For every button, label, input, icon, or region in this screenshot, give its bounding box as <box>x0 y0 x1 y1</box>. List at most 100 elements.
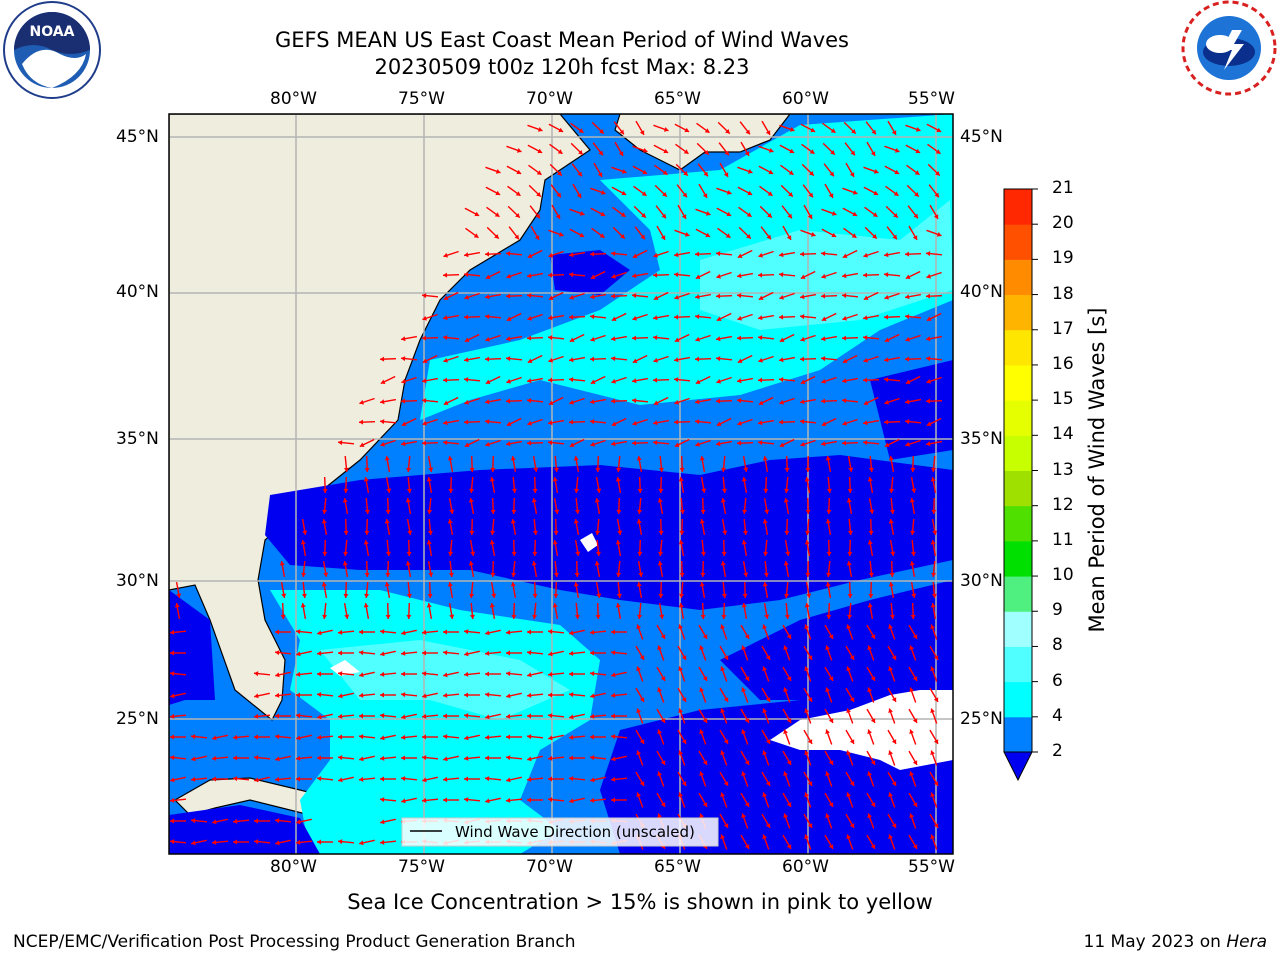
wind-arrow-head <box>870 844 876 849</box>
wind-arrow-head <box>527 440 532 446</box>
wind-arrow-head <box>679 593 685 598</box>
wind-arrow-head <box>870 802 876 807</box>
wind-arrow-head <box>702 802 708 807</box>
wind-arrow-head <box>737 440 742 446</box>
wind-arrow-head <box>746 212 752 217</box>
wind-arrow-head <box>317 714 322 720</box>
wind-arrow-head <box>660 676 666 681</box>
wind-arrow-head <box>870 760 876 765</box>
wind-arrow-head <box>611 756 616 762</box>
wind-arrow-head <box>464 357 469 363</box>
wind-arrow-head <box>401 671 405 677</box>
wind-arrow-head <box>170 671 175 677</box>
wind-arrow-head <box>679 467 685 472</box>
wind-arrow-head <box>805 572 811 577</box>
wind-arrow-head <box>590 294 595 300</box>
wind-arrow-head <box>548 713 553 719</box>
colorbar-segment <box>1004 540 1032 577</box>
wind-arrow-head <box>611 713 615 719</box>
wind-arrow-head <box>359 713 363 719</box>
wind-arrow-head <box>464 776 468 782</box>
wind-arrow-head <box>620 234 625 239</box>
wind-arrow-head <box>888 834 893 840</box>
wind-arrow-head <box>569 755 573 761</box>
wind-arrow-head <box>809 171 814 176</box>
lat-label-right: 45°N <box>960 127 1003 147</box>
wind-arrow-head <box>863 272 868 278</box>
wind-arrow-head <box>254 671 259 677</box>
wind-arrow-head <box>191 840 196 846</box>
wind-arrow-head <box>828 634 834 639</box>
wind-arrow-head <box>506 336 511 342</box>
wind-arrow-head <box>490 572 496 577</box>
wind-arrow-head <box>828 802 834 807</box>
wind-arrow-head <box>485 734 490 740</box>
wind-arrow-head <box>704 128 710 133</box>
wind-arrow-head <box>401 692 406 698</box>
wind-arrow-head <box>464 419 469 425</box>
wind-arrow-head <box>912 676 918 681</box>
wind-arrow-head <box>695 399 700 405</box>
wind-arrow-head <box>842 440 847 446</box>
wind-arrow-head <box>807 781 813 786</box>
zone-no-data-east <box>770 690 953 770</box>
wind-arrow-head <box>660 760 666 765</box>
wind-arrow-head <box>842 315 847 321</box>
wind-arrow-head <box>506 251 511 257</box>
wind-arrow-head <box>804 708 809 714</box>
wind-arrow-head <box>828 844 834 849</box>
wind-arrow-head <box>779 377 784 383</box>
wind-arrow-head <box>744 760 750 765</box>
wind-arrow-head <box>768 169 774 175</box>
lat-label-right: 30°N <box>960 571 1003 591</box>
wind-arrow-head <box>884 294 889 300</box>
wind-arrow-head <box>683 149 689 154</box>
wind-arrow-head <box>557 171 562 176</box>
wind-arrow-head <box>569 798 574 804</box>
wind-arrow-head <box>485 294 490 300</box>
wind-arrow-head <box>611 776 616 782</box>
wind-arrow-head <box>468 498 474 503</box>
wind-arrow-head <box>789 127 795 132</box>
wind-arrow-head <box>338 713 343 719</box>
wind-arrow-head <box>254 818 258 824</box>
wind-arrow-head <box>494 212 500 217</box>
wind-arrow-head <box>616 593 622 598</box>
wind-arrow-head <box>406 551 412 556</box>
wind-arrow-head <box>863 335 868 341</box>
wind-arrow-head <box>723 739 729 744</box>
wind-arrow-head <box>464 755 469 761</box>
wind-arrow-head <box>936 232 942 237</box>
wind-arrow-head <box>722 530 728 535</box>
colorbar-tick-label: 18 <box>1052 283 1074 304</box>
wind-arrow-head <box>380 692 384 698</box>
wind-arrow-head <box>422 797 427 803</box>
wind-arrow-head <box>914 170 920 175</box>
wind-arrow-head <box>678 603 684 608</box>
wind-arrow-head <box>870 634 876 639</box>
wind-arrow-head <box>553 467 559 472</box>
wind-arrow-head <box>661 213 666 219</box>
wind-arrow-head <box>699 813 704 819</box>
wind-arrow-head <box>599 129 604 134</box>
wind-arrow-head <box>401 755 405 761</box>
wind-arrow-head <box>536 192 541 197</box>
wind-arrow-head <box>406 467 412 472</box>
wind-arrow-head <box>170 734 174 740</box>
colorbar-segment <box>1004 329 1032 366</box>
wind-arrow-head <box>636 666 641 672</box>
wind-arrow-head <box>275 818 280 824</box>
wind-arrow-head <box>930 834 935 840</box>
wind-arrow-head <box>863 315 868 321</box>
wind-arrow-head <box>931 572 937 577</box>
wind-arrow-head <box>912 802 918 807</box>
wind-arrow-head <box>636 456 642 461</box>
wind-arrow-head <box>485 379 491 384</box>
wind-arrow-head <box>275 629 279 635</box>
wind-arrow-head <box>632 378 637 384</box>
wind-arrow-head <box>804 540 810 545</box>
wind-arrow-head <box>657 729 662 735</box>
wind-arrow-head <box>909 687 914 693</box>
wind-arrow-head <box>531 498 537 503</box>
wind-arrow-head <box>464 797 469 803</box>
